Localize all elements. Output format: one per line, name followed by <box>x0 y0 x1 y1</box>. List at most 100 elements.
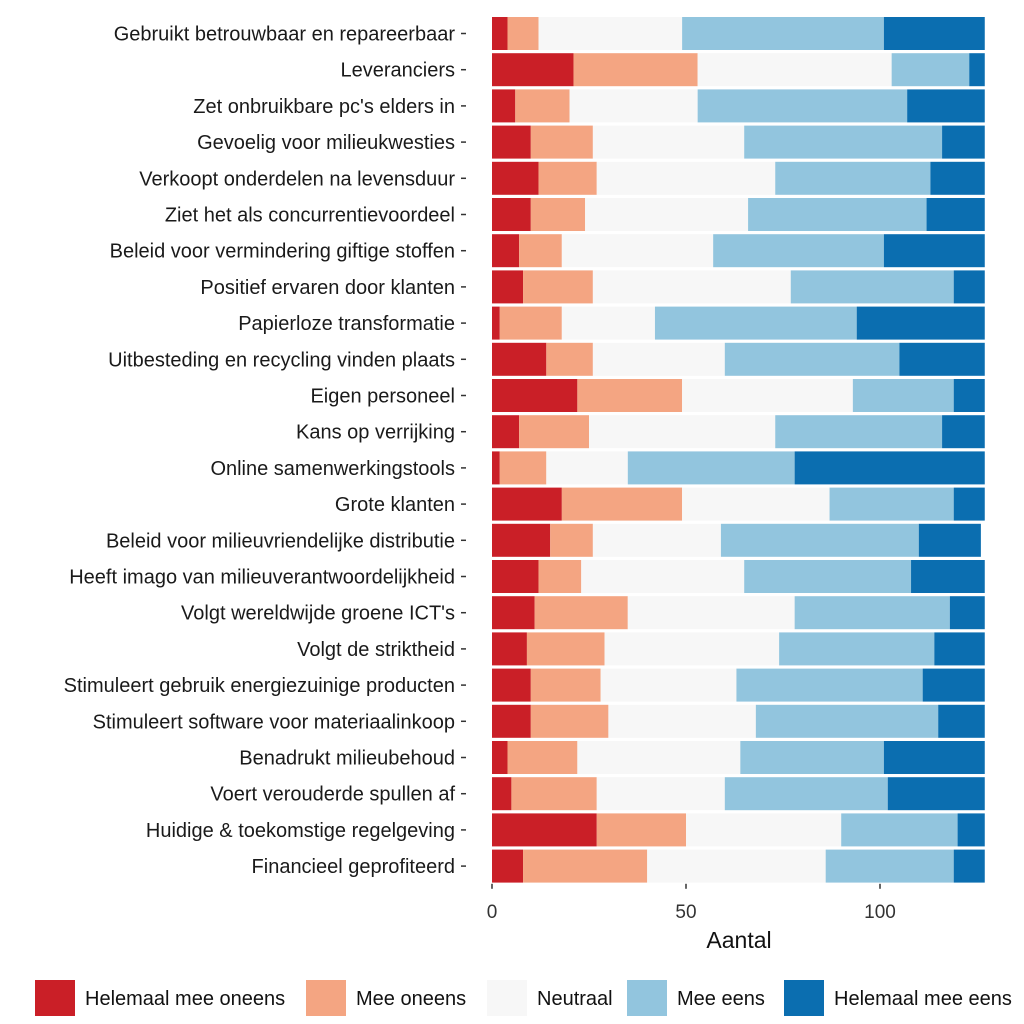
bar-segment <box>573 53 698 87</box>
bar-segment <box>942 125 985 159</box>
bar-segment <box>523 270 593 304</box>
bar-segment <box>499 451 547 485</box>
bar-segment <box>654 306 857 340</box>
bar-segment <box>883 17 985 50</box>
x-axis-title: Aantal <box>706 927 771 953</box>
bar-segment <box>883 234 985 268</box>
category-label: Stimuleert software voor materiaalinkoop <box>93 711 455 733</box>
bar-segment <box>592 523 721 557</box>
bar-segment <box>492 17 508 50</box>
bar-segment <box>918 523 981 557</box>
bar-segment <box>492 234 520 268</box>
bar-segment <box>856 306 985 340</box>
bar-segment <box>519 234 562 268</box>
bar-segment <box>907 89 985 123</box>
legend-swatch <box>627 980 667 1016</box>
bar-segment <box>891 53 970 87</box>
bar-segment <box>492 632 527 666</box>
bar-segment <box>969 53 985 87</box>
bar-segment <box>523 849 648 883</box>
category-label: Uitbesteding en recycling vinden plaats <box>108 349 455 371</box>
bar-segment <box>492 125 531 159</box>
bar-segment <box>492 560 539 593</box>
legend: Helemaal mee oneens Mee oneens Neutraal Mee… <box>35 980 1012 1016</box>
bar-segment <box>492 415 520 449</box>
category-label: Beleid voor milieuvriendelijke distribut… <box>106 530 455 552</box>
category-label: Papierloze transformatie <box>238 313 455 335</box>
legend-label: Neutraal <box>537 988 613 1010</box>
x-axis: 0 50 100 <box>487 883 896 923</box>
category-label: Voert verouderde spullen af <box>210 784 455 806</box>
bar-segment <box>713 234 884 268</box>
bar-segment <box>790 270 954 304</box>
bar-segment <box>492 379 578 412</box>
bar-segment <box>569 89 698 123</box>
bar-segment <box>949 596 985 630</box>
category-label: Eigen personeel <box>310 386 455 408</box>
bar-segment <box>585 198 749 231</box>
bar-segment <box>938 704 985 738</box>
category-labels: Gebruikt betrouwbaar en repareerbaar Leve… <box>64 24 466 878</box>
bar-segment <box>682 17 884 50</box>
bar-segment <box>647 849 826 883</box>
x-tick-label: 0 <box>487 902 498 923</box>
category-label: Benadrukt milieubehoud <box>239 748 455 770</box>
bar-segment <box>511 777 597 811</box>
legend-label: Helemaal mee eens <box>834 988 1012 1010</box>
legend-label: Helemaal mee oneens <box>85 988 285 1010</box>
bars <box>492 17 985 883</box>
bar-segment <box>561 234 714 268</box>
bar-segment <box>561 487 683 521</box>
bar-segment <box>592 342 725 376</box>
bar-segment <box>953 849 985 883</box>
bar-segment <box>755 704 939 738</box>
bar-segment <box>697 89 908 123</box>
bar-segment <box>492 306 500 340</box>
category-label: Grote klanten <box>335 494 455 516</box>
legend-label: Mee oneens <box>356 988 466 1010</box>
bar-segment <box>887 777 985 811</box>
bar-segment <box>922 668 985 702</box>
bar-segment <box>934 632 985 666</box>
category-label: Ziet het als concurrentievoordeel <box>165 205 455 227</box>
bar-segment <box>883 741 985 774</box>
bar-segment <box>600 668 737 702</box>
bar-segment <box>779 632 935 666</box>
category-label: Volgt wereldwijde groene ICT's <box>181 603 455 625</box>
bar-segment <box>581 560 745 593</box>
category-label: Stimuleert gebruik energiezuinige produc… <box>64 675 455 697</box>
bar-segment <box>953 379 985 412</box>
bar-segment <box>530 125 593 159</box>
legend-swatch <box>306 980 346 1016</box>
bar-segment <box>841 813 958 847</box>
bar-segment <box>775 415 943 449</box>
bar-segment <box>492 270 524 304</box>
category-label: Beleid voor vermindering giftige stoffen <box>110 241 455 263</box>
bar-segment <box>492 451 500 485</box>
bar-segment <box>627 451 795 485</box>
x-tick-label: 50 <box>675 902 696 923</box>
bar-segment <box>530 704 609 738</box>
bar-segment <box>530 668 601 702</box>
bar-segment <box>686 813 842 847</box>
bar-segment <box>492 198 531 231</box>
bar-segment <box>492 668 531 702</box>
bar-segment <box>596 161 776 195</box>
category-label: Huidige & toekomstige regelgeving <box>146 820 455 842</box>
bar-segment <box>682 487 830 521</box>
bar-segment <box>724 777 888 811</box>
bar-segment <box>561 306 655 340</box>
bar-segment <box>526 632 605 666</box>
bar-segment <box>911 560 985 593</box>
bar-segment <box>515 89 570 123</box>
bar-segment <box>852 379 954 412</box>
bar-segment <box>492 89 516 123</box>
bar-segment <box>546 451 628 485</box>
bar-segment <box>627 596 795 630</box>
bar-segment <box>736 668 923 702</box>
legend-swatch <box>35 980 75 1016</box>
x-tick-label: 100 <box>864 902 896 923</box>
bar-segment <box>697 53 892 87</box>
bar-segment <box>589 415 776 449</box>
